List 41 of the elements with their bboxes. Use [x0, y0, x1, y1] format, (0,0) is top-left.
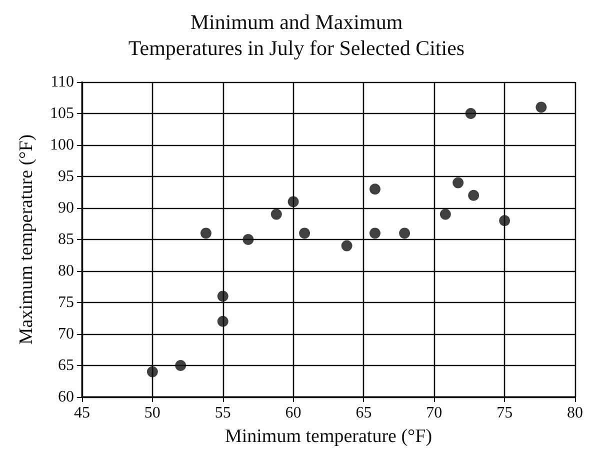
point — [468, 190, 480, 201]
point — [536, 102, 547, 113]
point — [369, 184, 380, 195]
point — [175, 360, 186, 371]
y-tick-label: 100 — [50, 136, 74, 154]
x-tick-label: 45 — [74, 404, 90, 422]
x-tick-label: 75 — [496, 404, 513, 422]
x-tick-label: 80 — [567, 404, 583, 422]
x-tick-label: 65 — [356, 404, 372, 422]
point — [499, 215, 510, 226]
point — [217, 290, 228, 302]
y-tick-label: 95 — [58, 168, 74, 185]
x-tick-label: 60 — [285, 404, 302, 422]
point — [200, 228, 212, 239]
point — [399, 228, 410, 239]
y-tick-label: 85 — [58, 231, 74, 248]
point — [465, 108, 476, 119]
point — [452, 177, 464, 188]
y-tick-label: 65 — [58, 357, 74, 374]
chart-title: Minimum and Maximum Temperatures in July for Selected Cities — [128, 10, 465, 60]
x-axis-title: Minimum temperature (°F) — [224, 426, 432, 447]
y-tick-label: 70 — [58, 326, 74, 342]
point — [369, 228, 380, 239]
point — [341, 240, 352, 252]
y-tick-label: 90 — [58, 200, 74, 216]
point — [440, 208, 451, 220]
point — [217, 316, 228, 327]
y-axis-title: Maximum temperature (°F) — [16, 134, 37, 345]
x-tick-label: 70 — [426, 404, 442, 422]
y-tick-label: 80 — [58, 262, 74, 280]
point — [288, 196, 299, 208]
y-tick-label: 60 — [58, 388, 74, 406]
x-tick-label: 55 — [214, 404, 231, 422]
y-tick-label: 75 — [58, 294, 74, 311]
point — [270, 208, 282, 220]
point — [299, 228, 310, 239]
y-tick-label: 110 — [50, 74, 74, 90]
point — [242, 234, 254, 245]
y-tick-label: 105 — [50, 105, 74, 122]
point — [146, 366, 158, 378]
x-tick-label: 50 — [144, 404, 160, 422]
